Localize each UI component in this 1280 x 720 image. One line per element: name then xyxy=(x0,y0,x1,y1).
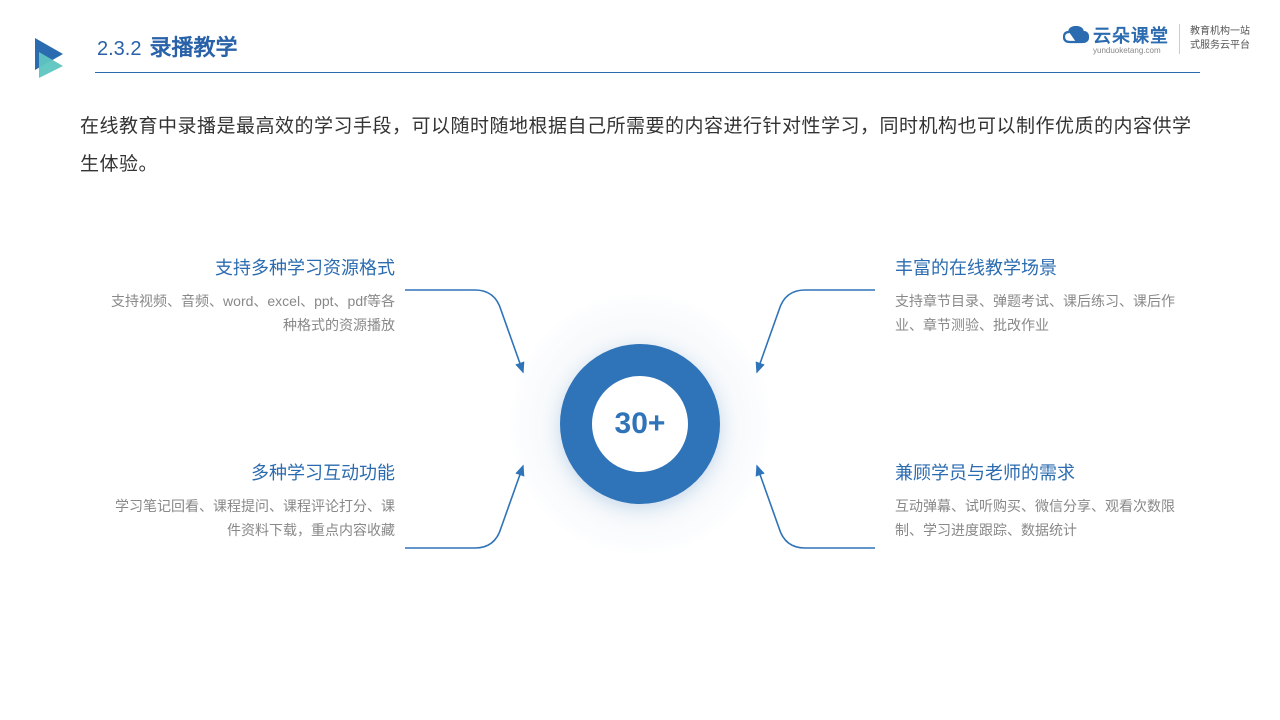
feature-title: 多种学习互动功能 xyxy=(105,459,395,485)
center-halo: 30+ xyxy=(510,294,770,554)
tagline-line2: 式服务云平台 xyxy=(1190,39,1250,53)
feature-title: 支持多种学习资源格式 xyxy=(105,254,395,280)
feature-bottom-left: 多种学习互动功能 学习笔记回看、课程提问、课程评论打分、课件资料下载，重点内容收… xyxy=(105,459,395,543)
logo-tagline: 教育机构一站 式服务云平台 xyxy=(1190,25,1250,53)
tagline-line1: 教育机构一站 xyxy=(1190,25,1250,39)
slide-header: 2.3.2 录播教学 云朵课堂 yunduoketang.com 教育机构一站 … xyxy=(0,0,1280,73)
logo-divider xyxy=(1179,24,1180,54)
connector-top-left xyxy=(405,284,535,394)
feature-bottom-right: 兼顾学员与老师的需求 互动弹幕、试听购买、微信分享、观看次数限制、学习进度跟踪、… xyxy=(895,459,1185,543)
connector-top-right xyxy=(745,284,875,394)
play-arrow-icon xyxy=(35,38,73,80)
feature-desc: 互动弹幕、试听购买、微信分享、观看次数限制、学习进度跟踪、数据统计 xyxy=(895,495,1185,543)
section-title-block: 2.3.2 录播教学 xyxy=(95,30,1200,73)
section-title: 录播教学 xyxy=(149,30,237,62)
feature-top-right: 丰富的在线教学场景 支持章节目录、弹题考试、课后练习、课后作业、章节测验、批改作… xyxy=(895,254,1185,338)
feature-title: 兼顾学员与老师的需求 xyxy=(895,459,1185,485)
center-ring: 30+ xyxy=(560,344,720,504)
section-number: 2.3.2 xyxy=(97,38,141,61)
logo-cloud: 云朵课堂 yunduoketang.com xyxy=(1063,22,1169,55)
feature-title: 丰富的在线教学场景 xyxy=(895,254,1185,280)
cloud-icon xyxy=(1063,26,1089,44)
brand-logo: 云朵课堂 yunduoketang.com 教育机构一站 式服务云平台 xyxy=(1063,22,1250,55)
feature-desc: 学习笔记回看、课程提问、课程评论打分、课件资料下载，重点内容收藏 xyxy=(105,495,395,543)
intro-paragraph: 在线教育中录播是最高效的学习手段，可以随时随地根据自己所需要的内容进行针对性学习… xyxy=(80,108,1200,184)
logo-name: 云朵课堂 xyxy=(1093,22,1169,48)
center-value: 30+ xyxy=(615,407,666,441)
feature-diagram: 30+ xyxy=(0,244,1280,604)
logo-url: yunduoketang.com xyxy=(1093,46,1161,55)
feature-top-left: 支持多种学习资源格式 支持视频、音频、word、excel、ppt、pdf等各种… xyxy=(105,254,395,338)
feature-desc: 支持章节目录、弹题考试、课后练习、课后作业、章节测验、批改作业 xyxy=(895,290,1185,338)
feature-desc: 支持视频、音频、word、excel、ppt、pdf等各种格式的资源播放 xyxy=(105,290,395,338)
